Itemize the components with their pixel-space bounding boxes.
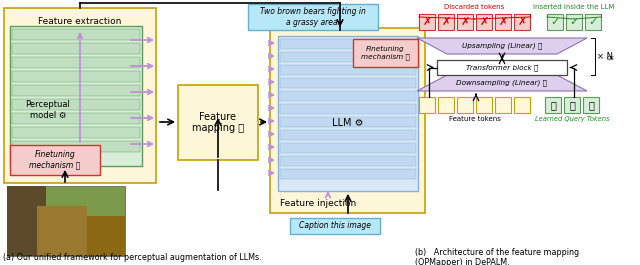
Bar <box>290 218 380 234</box>
Bar <box>438 97 454 113</box>
Bar <box>495 14 511 30</box>
Bar <box>280 78 416 88</box>
Bar <box>566 14 582 30</box>
Bar <box>248 4 378 30</box>
Bar <box>4 8 156 183</box>
Bar <box>12 85 140 96</box>
Bar <box>419 14 435 30</box>
Text: ✗: ✗ <box>460 17 470 27</box>
Text: 🔥: 🔥 <box>588 100 594 110</box>
Bar <box>12 99 140 110</box>
Text: Feature injection: Feature injection <box>280 199 356 208</box>
Bar <box>280 52 416 62</box>
Bar <box>12 71 140 82</box>
Text: LLM ⚙️: LLM ⚙️ <box>332 118 364 129</box>
Bar <box>270 28 425 213</box>
Polygon shape <box>417 38 587 54</box>
Bar <box>7 216 125 256</box>
Bar <box>7 186 46 256</box>
Text: 🔥: 🔥 <box>550 100 556 110</box>
Text: Feature tokens: Feature tokens <box>449 116 500 122</box>
Text: Finetuning
mechanism 🔥: Finetuning mechanism 🔥 <box>29 150 81 170</box>
Bar <box>353 39 418 67</box>
Bar <box>10 145 100 175</box>
Bar <box>280 39 416 49</box>
Bar <box>280 156 416 166</box>
Text: (a) Our unified framework for perceptual augmentation of LLMs.: (a) Our unified framework for perceptual… <box>3 253 262 262</box>
Text: 🔥: 🔥 <box>569 100 575 110</box>
Bar <box>457 97 473 113</box>
Text: Learned Query Tokens: Learned Query Tokens <box>534 116 609 122</box>
Bar <box>457 14 473 30</box>
Text: Downsampling (Linear) 🔥: Downsampling (Linear) 🔥 <box>456 80 547 86</box>
Bar <box>12 43 140 54</box>
Bar <box>12 29 140 40</box>
Text: ✓: ✓ <box>570 17 579 27</box>
Bar <box>280 104 416 114</box>
Bar <box>278 36 418 191</box>
Bar <box>495 97 511 113</box>
Bar <box>476 14 492 30</box>
Bar <box>564 97 580 113</box>
Bar <box>438 14 454 30</box>
Text: Finetuning
mechanism 🔥: Finetuning mechanism 🔥 <box>361 46 410 60</box>
Text: Caption this image: Caption this image <box>299 222 371 231</box>
Bar <box>7 186 125 256</box>
Text: Transformer block 🔥: Transformer block 🔥 <box>466 64 538 71</box>
Text: ✗: ✗ <box>422 17 432 27</box>
Bar <box>12 141 140 152</box>
Bar <box>12 57 140 68</box>
Text: ✓: ✓ <box>550 17 560 27</box>
Text: Discarded tokens: Discarded tokens <box>444 4 504 10</box>
Bar <box>583 97 599 113</box>
Bar <box>585 14 601 30</box>
Bar <box>280 143 416 153</box>
Bar <box>280 117 416 127</box>
Text: QS: QS <box>607 55 615 60</box>
Text: ✗: ✗ <box>499 17 508 27</box>
Bar <box>476 97 492 113</box>
Polygon shape <box>417 75 587 91</box>
Bar <box>280 130 416 140</box>
Bar <box>545 97 561 113</box>
Bar <box>514 97 530 113</box>
Bar <box>437 60 567 75</box>
Text: Inserted inside the LLM: Inserted inside the LLM <box>533 4 614 10</box>
Text: Two brown bears fighting in
a grassy area.: Two brown bears fighting in a grassy are… <box>260 7 366 27</box>
Bar <box>12 113 140 124</box>
Text: × N: × N <box>597 52 613 61</box>
Text: ✗: ✗ <box>442 17 451 27</box>
Bar <box>419 97 435 113</box>
Bar <box>280 91 416 101</box>
Bar <box>280 65 416 75</box>
Text: Feature extraction: Feature extraction <box>38 17 122 26</box>
Text: ✗: ✗ <box>479 17 489 27</box>
Bar <box>12 127 140 138</box>
Text: Upsampling (Linear) 🔥: Upsampling (Linear) 🔥 <box>462 43 542 49</box>
Bar <box>547 14 563 30</box>
Bar <box>514 14 530 30</box>
Bar <box>10 26 142 166</box>
Bar <box>178 85 258 160</box>
Text: Feature
mapping 🔥: Feature mapping 🔥 <box>192 112 244 133</box>
Bar <box>280 169 416 179</box>
Text: ✗: ✗ <box>517 17 527 27</box>
Text: Perceptual
model ⚙️: Perceptual model ⚙️ <box>26 100 70 120</box>
Bar <box>37 206 87 256</box>
Text: (b)   Architecture of the feature mapping
(QPMapper) in DePALM.: (b) Architecture of the feature mapping … <box>415 248 579 265</box>
Text: ✓: ✓ <box>588 17 598 27</box>
